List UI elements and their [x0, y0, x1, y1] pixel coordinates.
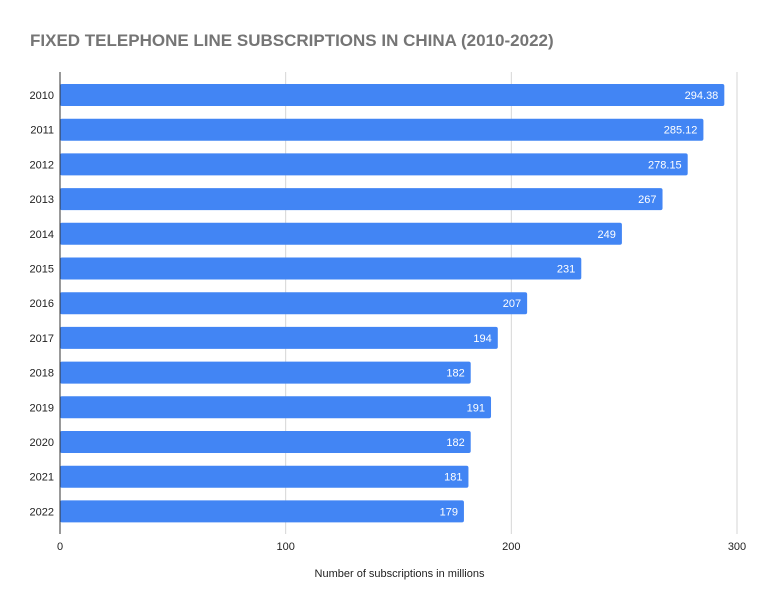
bar-value-label: 285.12	[664, 125, 698, 137]
bar-2018	[60, 361, 471, 384]
bar-2016	[60, 292, 528, 315]
y-axis-tick-labels: 2010 2011 2012 2013 2014 2015 2016 2017 2018 2019…	[30, 90, 54, 518]
bar-value-label: 267	[638, 194, 656, 206]
bar-2019	[60, 396, 492, 419]
y-tick-label: 2016	[30, 298, 54, 310]
y-tick-label: 2011	[30, 125, 54, 137]
x-tick-label: 300	[728, 541, 746, 553]
y-tick-label: 2017	[30, 333, 54, 345]
bar-2020	[60, 431, 471, 453]
y-tick-label: 2022	[30, 506, 54, 518]
bar-2012	[60, 153, 688, 176]
chart-title: FIXED TELEPHONE LINE SUBSCRIPTIONS IN CH…	[30, 31, 554, 50]
y-tick-label: 2021	[30, 472, 54, 484]
bar-value-label: 294.38	[685, 90, 719, 102]
bar-value-label: 179	[440, 506, 458, 518]
y-tick-label: 2015	[30, 264, 54, 276]
y-tick-label: 2010	[30, 90, 54, 102]
x-tick-label: 0	[57, 541, 63, 553]
bar-2010	[60, 84, 725, 106]
bar-2013	[60, 188, 663, 211]
bar-2011	[60, 118, 704, 141]
x-axis-tick-labels: 0 100 200 300	[57, 541, 746, 553]
bar-value-label: 191	[467, 402, 485, 414]
y-tick-label: 2020	[30, 437, 54, 449]
bar-2014	[60, 222, 622, 245]
bar-2017	[60, 326, 498, 349]
bar-value-label: 181	[444, 472, 462, 484]
y-tick-label: 2019	[30, 402, 54, 414]
x-tick-label: 100	[276, 541, 294, 553]
y-tick-label: 2013	[30, 194, 54, 206]
bar-2021	[60, 465, 469, 488]
bar-2022	[60, 500, 464, 523]
bars	[60, 84, 725, 523]
y-tick-label: 2012	[30, 159, 54, 171]
x-axis-title: Number of subscriptions in millions	[315, 568, 485, 580]
bar-value-label: 194	[473, 333, 491, 345]
bar-value-label: 182	[446, 437, 464, 449]
bar-value-label: 207	[503, 298, 521, 310]
y-tick-label: 2018	[30, 368, 54, 380]
bar-value-label: 231	[557, 264, 575, 276]
bar-value-label: 249	[598, 229, 616, 241]
x-tick-label: 200	[502, 541, 520, 553]
y-tick-label: 2014	[30, 229, 54, 241]
bar-value-label: 182	[446, 368, 464, 380]
bar-2015	[60, 257, 582, 280]
bar-labels: 294.38 285.12 278.15 267 249 231 207 194 182 191 1…	[440, 90, 719, 518]
bar-value-label: 278.15	[648, 159, 682, 171]
